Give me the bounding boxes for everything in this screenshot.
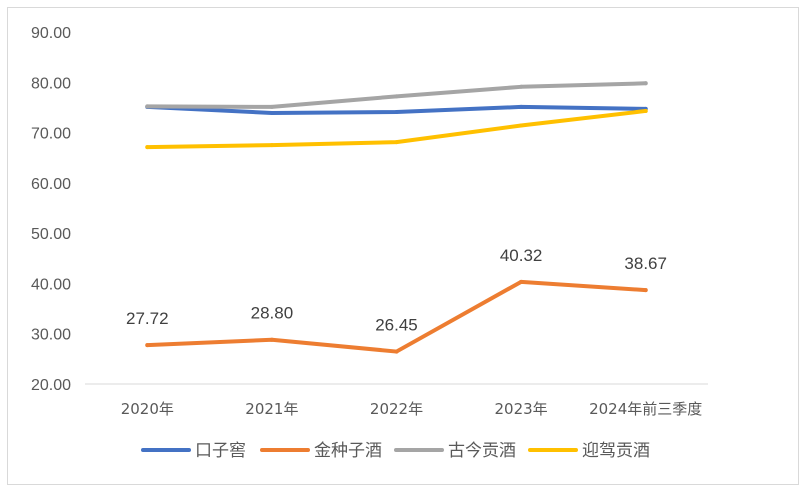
- legend-label: 口子窖: [195, 441, 246, 461]
- data-point: [394, 349, 399, 354]
- x-tick-label: 2022年: [370, 400, 423, 418]
- data-point: [269, 104, 274, 109]
- legend-label: 金种子酒: [314, 441, 382, 461]
- data-point: [519, 84, 524, 89]
- data-label: 26.45: [375, 316, 418, 335]
- data-point: [269, 143, 274, 148]
- data-point: [519, 104, 524, 109]
- x-tick-label: 2020年: [121, 400, 174, 418]
- y-tick-label: 20.00: [31, 377, 71, 394]
- y-tick-label: 30.00: [31, 327, 71, 344]
- data-point: [394, 109, 399, 114]
- data-point: [269, 110, 274, 115]
- data-label: 38.67: [624, 254, 667, 273]
- data-point: [145, 145, 150, 150]
- legend-label: 古今贡酒: [448, 441, 516, 461]
- data-point: [394, 140, 399, 145]
- data-label: 28.80: [251, 304, 294, 323]
- data-point: [269, 337, 274, 342]
- x-tick-label: 2021年: [245, 400, 298, 418]
- y-tick-label: 40.00: [31, 276, 71, 293]
- data-point: [643, 81, 648, 86]
- data-label: 40.32: [500, 246, 543, 265]
- data-point: [145, 343, 150, 348]
- y-tick-label: 80.00: [31, 75, 71, 92]
- x-tick-label: 2024年前三季度: [589, 400, 702, 418]
- y-tick-label: 60.00: [31, 176, 71, 193]
- y-tick-label: 50.00: [31, 226, 71, 243]
- data-point: [519, 123, 524, 128]
- legend-label: 迎驾贡酒: [582, 441, 650, 461]
- chart-frame: [7, 7, 799, 485]
- data-point: [145, 104, 150, 109]
- data-point: [643, 108, 648, 113]
- y-tick-label: 90.00: [31, 25, 71, 42]
- y-tick-label: 70.00: [31, 126, 71, 143]
- data-point: [643, 288, 648, 293]
- data-label: 27.72: [126, 309, 169, 328]
- x-tick-label: 2023年: [495, 400, 548, 418]
- data-point: [519, 279, 524, 284]
- data-point: [394, 94, 399, 99]
